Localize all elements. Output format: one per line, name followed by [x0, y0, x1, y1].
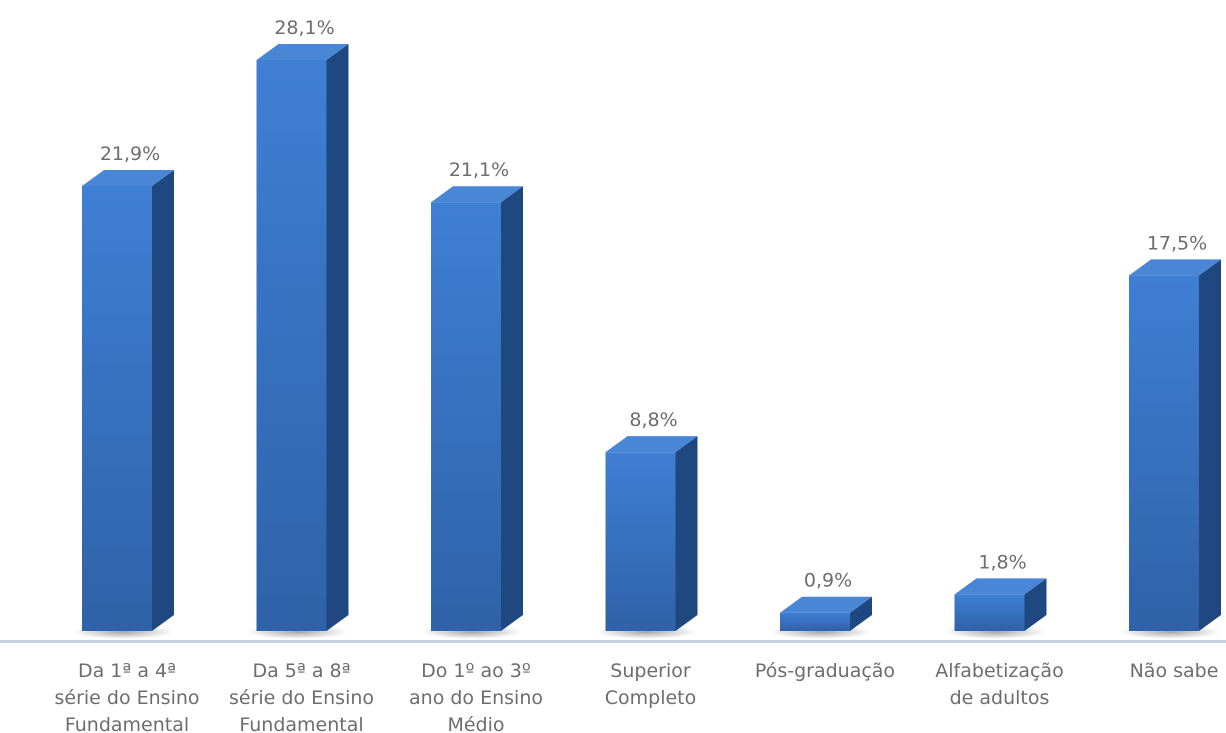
bar-top — [82, 169, 174, 186]
bar-top — [431, 186, 523, 203]
data-label: 8,8% — [629, 409, 677, 431]
bar-top — [605, 436, 698, 453]
data-label: 17,5% — [1147, 232, 1207, 254]
category-labels-group: Da 1ª a 4ª série do Ensino Fundamental Da 5… — [54, 660, 1218, 733]
data-label: 28,1% — [274, 17, 334, 39]
bar — [1129, 259, 1221, 631]
category-label: Da 1ª a 4ª série do Ensino Fundamental — [54, 660, 199, 733]
data-label: 21,1% — [449, 159, 509, 181]
bar-side — [501, 186, 523, 631]
bar-front — [431, 202, 501, 631]
bars-group — [82, 44, 1221, 631]
bar-top — [1129, 259, 1221, 276]
bar-side — [1024, 578, 1047, 631]
bar-front — [256, 60, 327, 631]
bar-side — [675, 436, 698, 631]
category-label: Da 5ª a 8ª série do Ensino Fundamental — [229, 660, 374, 733]
category-label: Do 1º ao 3º ano do Ensino Médio — [409, 660, 543, 733]
bar-front — [82, 185, 152, 631]
bar-front — [1129, 275, 1199, 631]
value-labels-group: 21,9% 28,1% 21,1% 8,8% 0,9% 1,8% 17,5% — [100, 17, 1207, 592]
bar-side — [152, 169, 174, 631]
bar-side — [1199, 259, 1221, 631]
bar-front — [605, 452, 676, 631]
bar — [954, 578, 1047, 631]
bar-top — [780, 596, 872, 613]
bar — [605, 436, 698, 631]
bar-side — [850, 596, 872, 631]
bar — [780, 596, 872, 631]
data-label: 1,8% — [978, 551, 1026, 573]
category-label: Alfabetização de adultos — [935, 660, 1063, 709]
category-label: Pós-graduação — [755, 660, 895, 682]
bar-front — [954, 594, 1025, 631]
bar — [256, 44, 349, 631]
category-label: Não sabe — [1130, 660, 1219, 682]
data-label: 21,9% — [100, 143, 160, 165]
category-label: Superior Completo — [605, 660, 697, 709]
data-label: 0,9% — [804, 570, 852, 592]
bar-front — [780, 612, 850, 631]
bar-top — [256, 44, 349, 60]
bar-side — [326, 44, 349, 631]
baseline-axis — [0, 640, 1226, 643]
bar-top — [954, 578, 1047, 595]
bar — [431, 186, 523, 631]
bar — [82, 169, 174, 631]
